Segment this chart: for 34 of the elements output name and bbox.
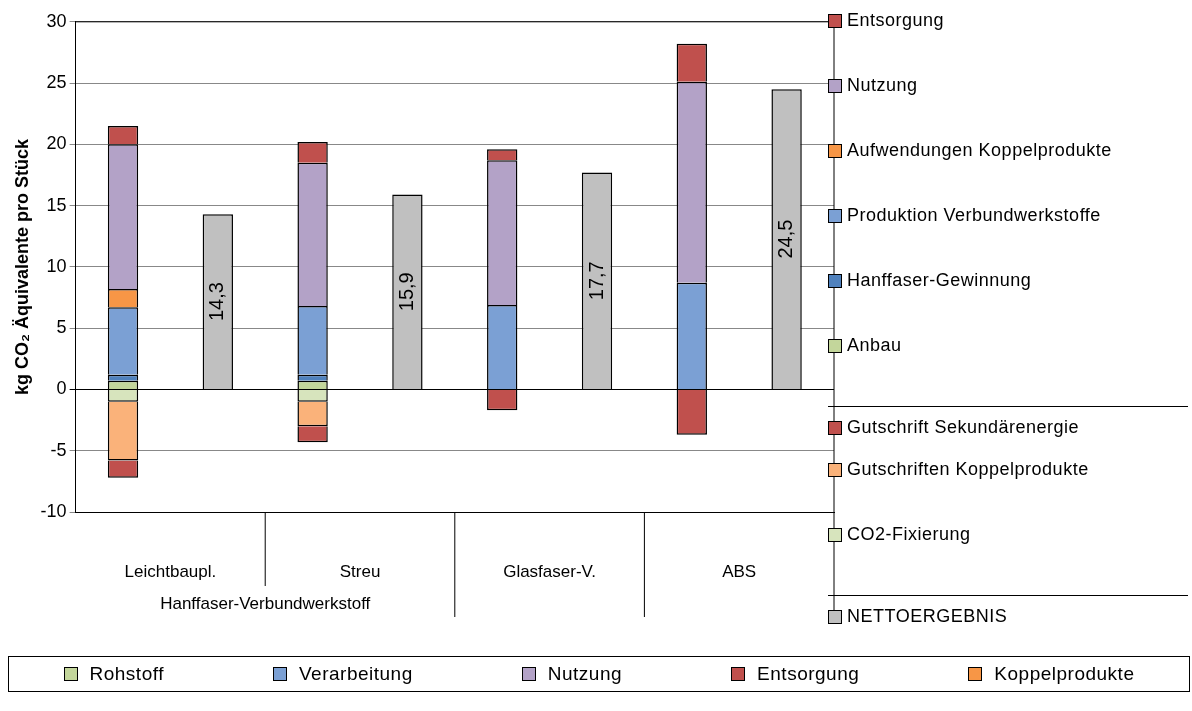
legend-label: Hanffaser-Gewinnung: [847, 270, 1033, 291]
legend-label: Nutzung: [847, 75, 919, 96]
y-tick-label: 5: [56, 317, 67, 338]
data-label: 24,5: [774, 219, 797, 259]
data-label: 15,9: [394, 272, 417, 312]
text: Koppelprodukte: [993, 663, 1135, 685]
y-tick-label: 25: [46, 72, 67, 93]
text: Rohstoff: [88, 663, 164, 685]
y-axis-title: kg CO₂ Äquivalente pro Stück: [11, 137, 32, 395]
y-tick-label: 15: [46, 194, 67, 215]
y-tick-label: 20: [46, 133, 67, 154]
x-tick-label: Streu: [339, 561, 381, 581]
legend-label: Anbau: [847, 335, 903, 356]
y-tick-label: -10: [40, 500, 67, 521]
legend-label: NETTOERGEBNIS: [847, 606, 1009, 627]
text: Nutzung: [546, 663, 623, 685]
legend-label: Produktion Verbundwerkstoffe: [847, 205, 1102, 226]
x-tick-label: ABS: [722, 561, 757, 581]
text: Entsorgung: [756, 663, 860, 685]
data-label: 14,3: [205, 282, 228, 322]
legend-label: Entsorgung: [847, 10, 946, 31]
legend-label: Aufwendungen Koppelprodukte: [847, 140, 1113, 161]
legend-label: CO2-Fixierung: [847, 524, 972, 545]
legend-label: Gutschrift Sekundärenergie: [847, 417, 1081, 438]
y-tick-label: 10: [46, 255, 67, 276]
x-tick-label: Leichtbaupl.: [124, 561, 217, 581]
y-tick-label: -5: [50, 439, 67, 460]
data-label: 17,7: [584, 261, 607, 301]
y-tick-label: 30: [46, 10, 67, 31]
y-tick-label: 0: [56, 378, 67, 399]
x-tick-label: Glasfaser-V.: [503, 561, 597, 581]
legend-label: Gutschriften Koppelprodukte: [847, 459, 1090, 480]
text: Hanffaser-Verbundwerkstoff: [160, 593, 371, 613]
text: Verarbeitung: [298, 663, 413, 685]
